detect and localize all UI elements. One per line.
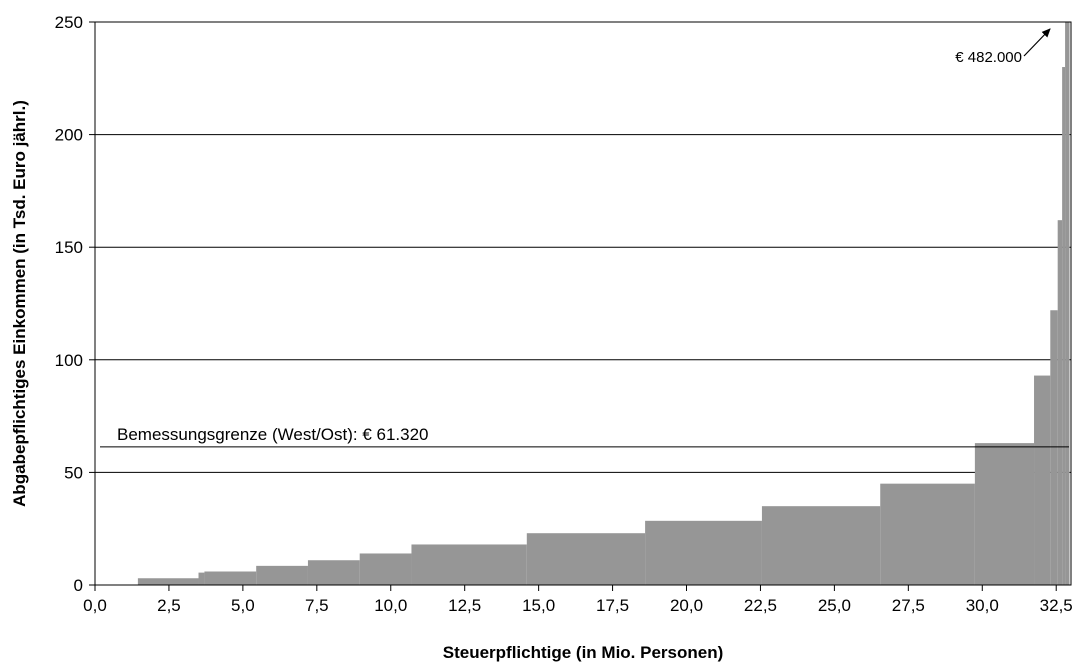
y-tick-label: 250 xyxy=(55,13,83,32)
y-tick-label: 0 xyxy=(74,576,83,595)
histogram-bar-4 xyxy=(256,565,308,585)
x-tick-label: 30,0 xyxy=(966,596,999,615)
histogram-bar-14 xyxy=(1050,310,1058,585)
x-tick-label: 12,5 xyxy=(448,596,481,615)
histogram-bar-17 xyxy=(1065,22,1070,585)
histogram-bar-1 xyxy=(137,578,199,585)
axes xyxy=(89,21,1072,591)
x-tick-labels: 0,0 2,5 5,0 7,5 10,0 12,5 15,0 17,5 20,0 22,5 25,0… xyxy=(83,596,1073,615)
y-tick-labels: 0 50 100 150 200 250 xyxy=(55,13,83,595)
histogram-bar-3 xyxy=(204,571,257,585)
histogram-bar-11 xyxy=(880,483,975,585)
y-tick-label: 50 xyxy=(64,463,83,482)
x-tick-label: 10,0 xyxy=(374,596,407,615)
y-tick-label: 150 xyxy=(55,238,83,257)
histogram-bar-15 xyxy=(1057,220,1063,585)
x-tick-label: 20,0 xyxy=(670,596,703,615)
max-income-arrow xyxy=(1023,28,1051,57)
x-axis-title: Steuerpflichtige (in Mio. Personen) xyxy=(443,643,724,662)
histogram-bar-10 xyxy=(761,506,881,585)
histogram-bar-8 xyxy=(526,533,646,585)
x-tick-label: 15,0 xyxy=(522,596,555,615)
histogram-bar-2 xyxy=(198,572,205,585)
x-tick-label: 22,5 xyxy=(744,596,777,615)
x-tick-label: 0,0 xyxy=(83,596,107,615)
plot-frame xyxy=(94,21,1072,586)
x-tick-label: 32,5 xyxy=(1040,596,1073,615)
x-tick-label: 25,0 xyxy=(818,596,851,615)
x-tick-label: 2,5 xyxy=(157,596,181,615)
histogram-bar-5 xyxy=(307,560,360,585)
gridlines xyxy=(95,21,1071,473)
x-tick-label: 5,0 xyxy=(231,596,255,615)
x-tick-label: 7,5 xyxy=(305,596,329,615)
histogram-bar-6 xyxy=(359,553,412,585)
x-tick-label: 27,5 xyxy=(892,596,925,615)
y-tick-label: 200 xyxy=(55,126,83,145)
max-income-annotation: € 482.000 xyxy=(955,49,1022,66)
histogram-bar-9 xyxy=(645,520,762,585)
histogram-bars xyxy=(137,22,1070,586)
histogram-bar-12 xyxy=(974,443,1035,585)
bemessungsgrenze-label: Bemessungsgrenze (West/Ost): € 61.320 xyxy=(117,425,429,444)
y-axis-title: Abgabepflichtiges Einkommen (in Tsd. Eur… xyxy=(10,100,29,507)
histogram-bar-13 xyxy=(1034,375,1051,585)
histogram-bar-7 xyxy=(411,544,527,585)
y-tick-label: 100 xyxy=(55,351,83,370)
x-tick-label: 17,5 xyxy=(596,596,629,615)
histogram-bar-16 xyxy=(1062,67,1066,586)
